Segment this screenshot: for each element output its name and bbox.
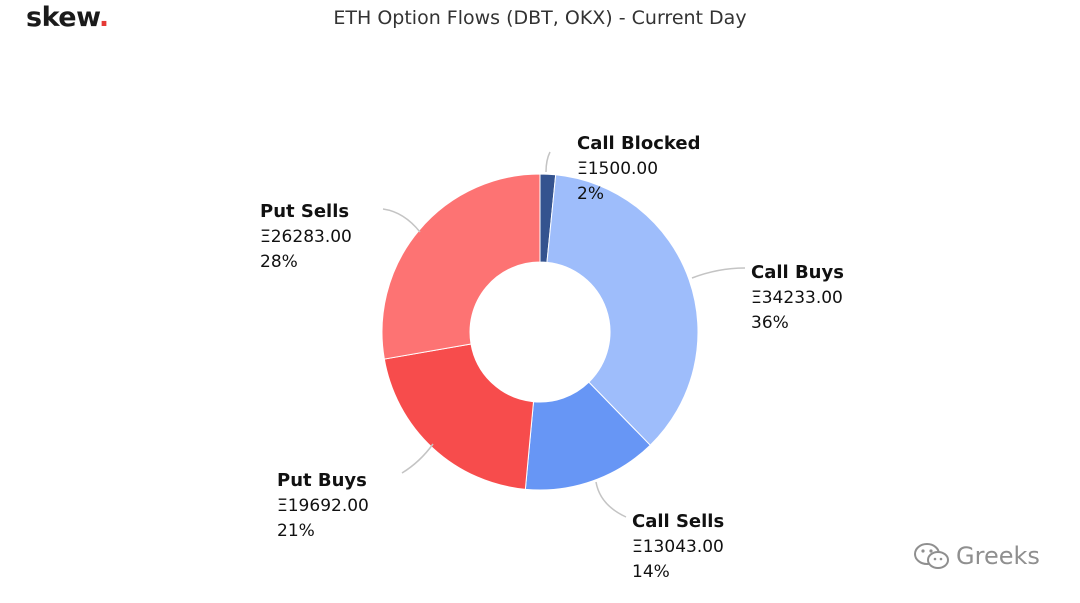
label-connectors [382,151,746,518]
label-name-call-buys: Call Buys [751,262,844,283]
slice-labels: Call Blocked Ξ1500.00 2% Call Buys Ξ34233.00… [260,133,844,582]
label-percent-call-blocked: 2% [577,184,604,204]
donut-slices [381,173,699,491]
slice-put-buys[interactable] [383,343,535,490]
label-percent-call-sells: 14% [632,562,670,582]
label-percent-call-buys: 36% [751,313,789,333]
label-name-call-blocked: Call Blocked [577,133,700,154]
label-value-call-sells: Ξ13043.00 [632,537,724,557]
label-percent-put-buys: 21% [277,521,315,541]
greeks-watermark: Greeks [912,541,1040,571]
connector-call-sells [595,481,627,518]
label-name-put-buys: Put Buys [277,470,367,491]
label-value-call-blocked: Ξ1500.00 [577,159,658,179]
connector-put-buys [401,443,434,474]
label-name-call-sells: Call Sells [632,511,724,532]
label-value-put-buys: Ξ19692.00 [277,496,369,516]
slice-put-sells[interactable] [381,173,541,360]
label-value-call-buys: Ξ34233.00 [751,288,843,308]
watermark-text: Greeks [956,542,1040,570]
wechat-icon [914,543,949,569]
chart-title: ETH Option Flows (DBT, OKX) - Current Da… [333,7,747,29]
label-percent-put-sells: 28% [260,252,298,272]
connector-call-buys [691,267,746,279]
slice-call-sells[interactable] [524,381,651,491]
connector-call-blocked [545,151,551,173]
connector-put-sells [382,208,421,233]
skew-logo: skew. [26,2,109,33]
slice-call-buys[interactable] [546,174,699,446]
label-value-put-sells: Ξ26283.00 [260,227,352,247]
label-name-put-sells: Put Sells [260,201,349,222]
